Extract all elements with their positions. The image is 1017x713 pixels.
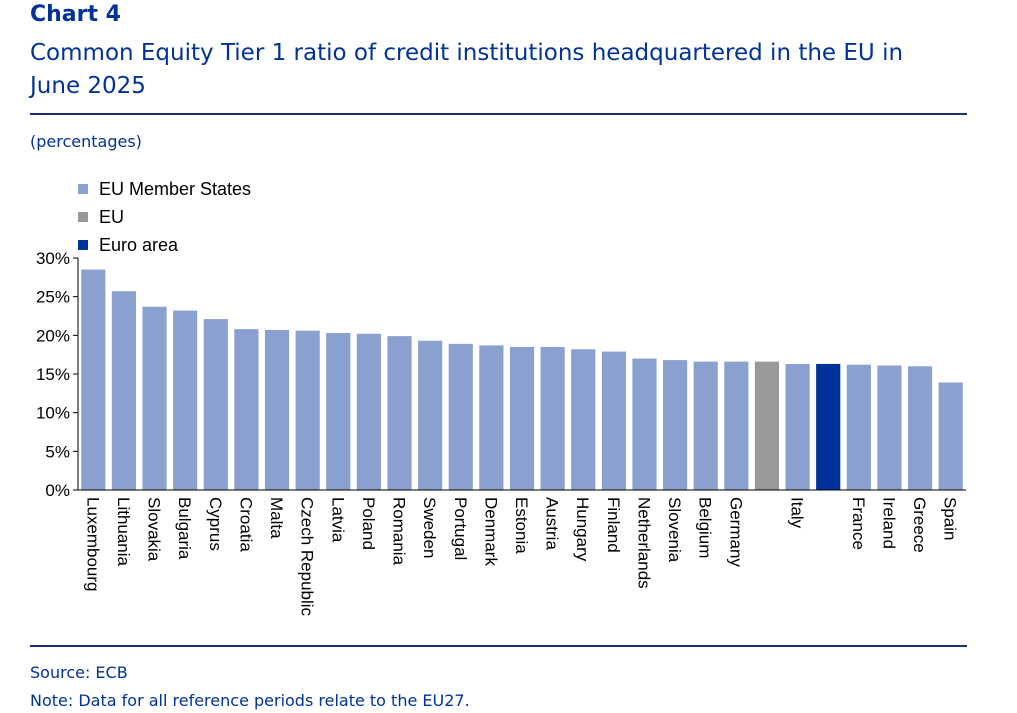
- legend-label-member-states: EU Member States: [99, 178, 252, 199]
- bar: [142, 306, 167, 490]
- x-category-label: Greece: [910, 497, 929, 553]
- x-category-label: Slovenia: [665, 497, 684, 563]
- chart-number: Chart 4: [30, 2, 121, 27]
- x-category-label: Malta: [267, 497, 286, 539]
- x-category-label: Croatia: [236, 497, 255, 552]
- bar: [264, 329, 290, 490]
- bar: [938, 382, 963, 490]
- bar: [111, 291, 137, 490]
- legend-item-member-states: EU Member States: [78, 175, 251, 203]
- legend-swatch-euro-area: [78, 240, 88, 250]
- y-tick-label: 20%: [36, 326, 70, 345]
- x-category-label: Poland: [359, 497, 378, 550]
- source-text: Source: ECB: [30, 663, 128, 682]
- bar: [295, 330, 320, 490]
- bottom-rule: [30, 645, 967, 647]
- bar: [356, 333, 381, 490]
- x-category-label: Italy: [788, 497, 807, 529]
- legend-swatch-eu: [78, 212, 88, 222]
- bar: [203, 319, 228, 490]
- bar: [173, 310, 198, 490]
- bar: [234, 329, 259, 490]
- legend-label-eu: EU: [99, 206, 125, 227]
- y-tick-label: 15%: [36, 365, 70, 384]
- bar: [448, 343, 473, 490]
- top-rule: [30, 113, 967, 115]
- y-tick-label: 10%: [36, 404, 70, 423]
- legend-swatch-member-states: [78, 184, 88, 194]
- x-category-label: Hungary: [573, 497, 592, 562]
- bar: [81, 269, 106, 490]
- bar: [754, 361, 780, 490]
- x-category-label: Spain: [941, 497, 960, 540]
- bar: [387, 336, 412, 490]
- bar: [326, 333, 351, 490]
- bar: [632, 358, 657, 490]
- x-category-label: Luxembourg: [83, 497, 102, 592]
- x-category-label: Germany: [726, 497, 745, 567]
- chart-title: Common Equity Tier 1 ratio of credit ins…: [30, 40, 904, 99]
- legend-item-euro-area: Euro area: [78, 231, 251, 259]
- x-category-label: Czech Republic: [298, 497, 317, 617]
- bar: [571, 349, 596, 490]
- bar: [540, 346, 565, 490]
- y-tick-label: 30%: [36, 249, 70, 268]
- x-category-label: Cyprus: [206, 497, 225, 551]
- bar: [785, 363, 810, 490]
- x-category-label: Austria: [543, 497, 562, 550]
- x-category-label: Portugal: [451, 497, 470, 560]
- bar: [479, 345, 504, 490]
- x-category-label: Denmark: [481, 497, 500, 566]
- x-category-label: Sweden: [420, 497, 439, 558]
- x-category-label: Romania: [390, 497, 409, 566]
- x-category-label: Belgium: [696, 497, 715, 558]
- bar: [846, 364, 871, 490]
- x-category-label: Slovakia: [145, 497, 164, 562]
- bar: [601, 351, 626, 490]
- x-category-label: Lithuania: [114, 497, 133, 567]
- bar: [877, 365, 902, 490]
- bar: [693, 361, 718, 490]
- legend-item-eu: EU: [78, 203, 251, 231]
- x-category-label: Latvia: [328, 497, 347, 543]
- x-category-label: Estonia: [512, 497, 531, 554]
- x-category-label: France: [849, 497, 868, 550]
- note-text: Note: Data for all reference periods rel…: [30, 691, 470, 710]
- x-category-label: Ireland: [879, 497, 898, 549]
- unit-label: (percentages): [30, 132, 142, 151]
- legend-label-euro-area: Euro area: [99, 234, 179, 255]
- y-tick-label: 25%: [36, 288, 70, 307]
- bar: [907, 366, 933, 490]
- x-category-label: Finland: [604, 497, 623, 553]
- x-category-label: Netherlands: [634, 497, 653, 589]
- y-tick-label: 5%: [45, 442, 70, 461]
- bar: [418, 340, 443, 490]
- legend: EU Member States EU Euro area: [78, 175, 251, 259]
- x-category-label: Bulgaria: [175, 497, 194, 560]
- bar: [816, 363, 841, 490]
- bar: [509, 346, 535, 490]
- bar: [663, 360, 688, 490]
- bar: [724, 361, 749, 490]
- y-tick-label: 0%: [45, 481, 70, 500]
